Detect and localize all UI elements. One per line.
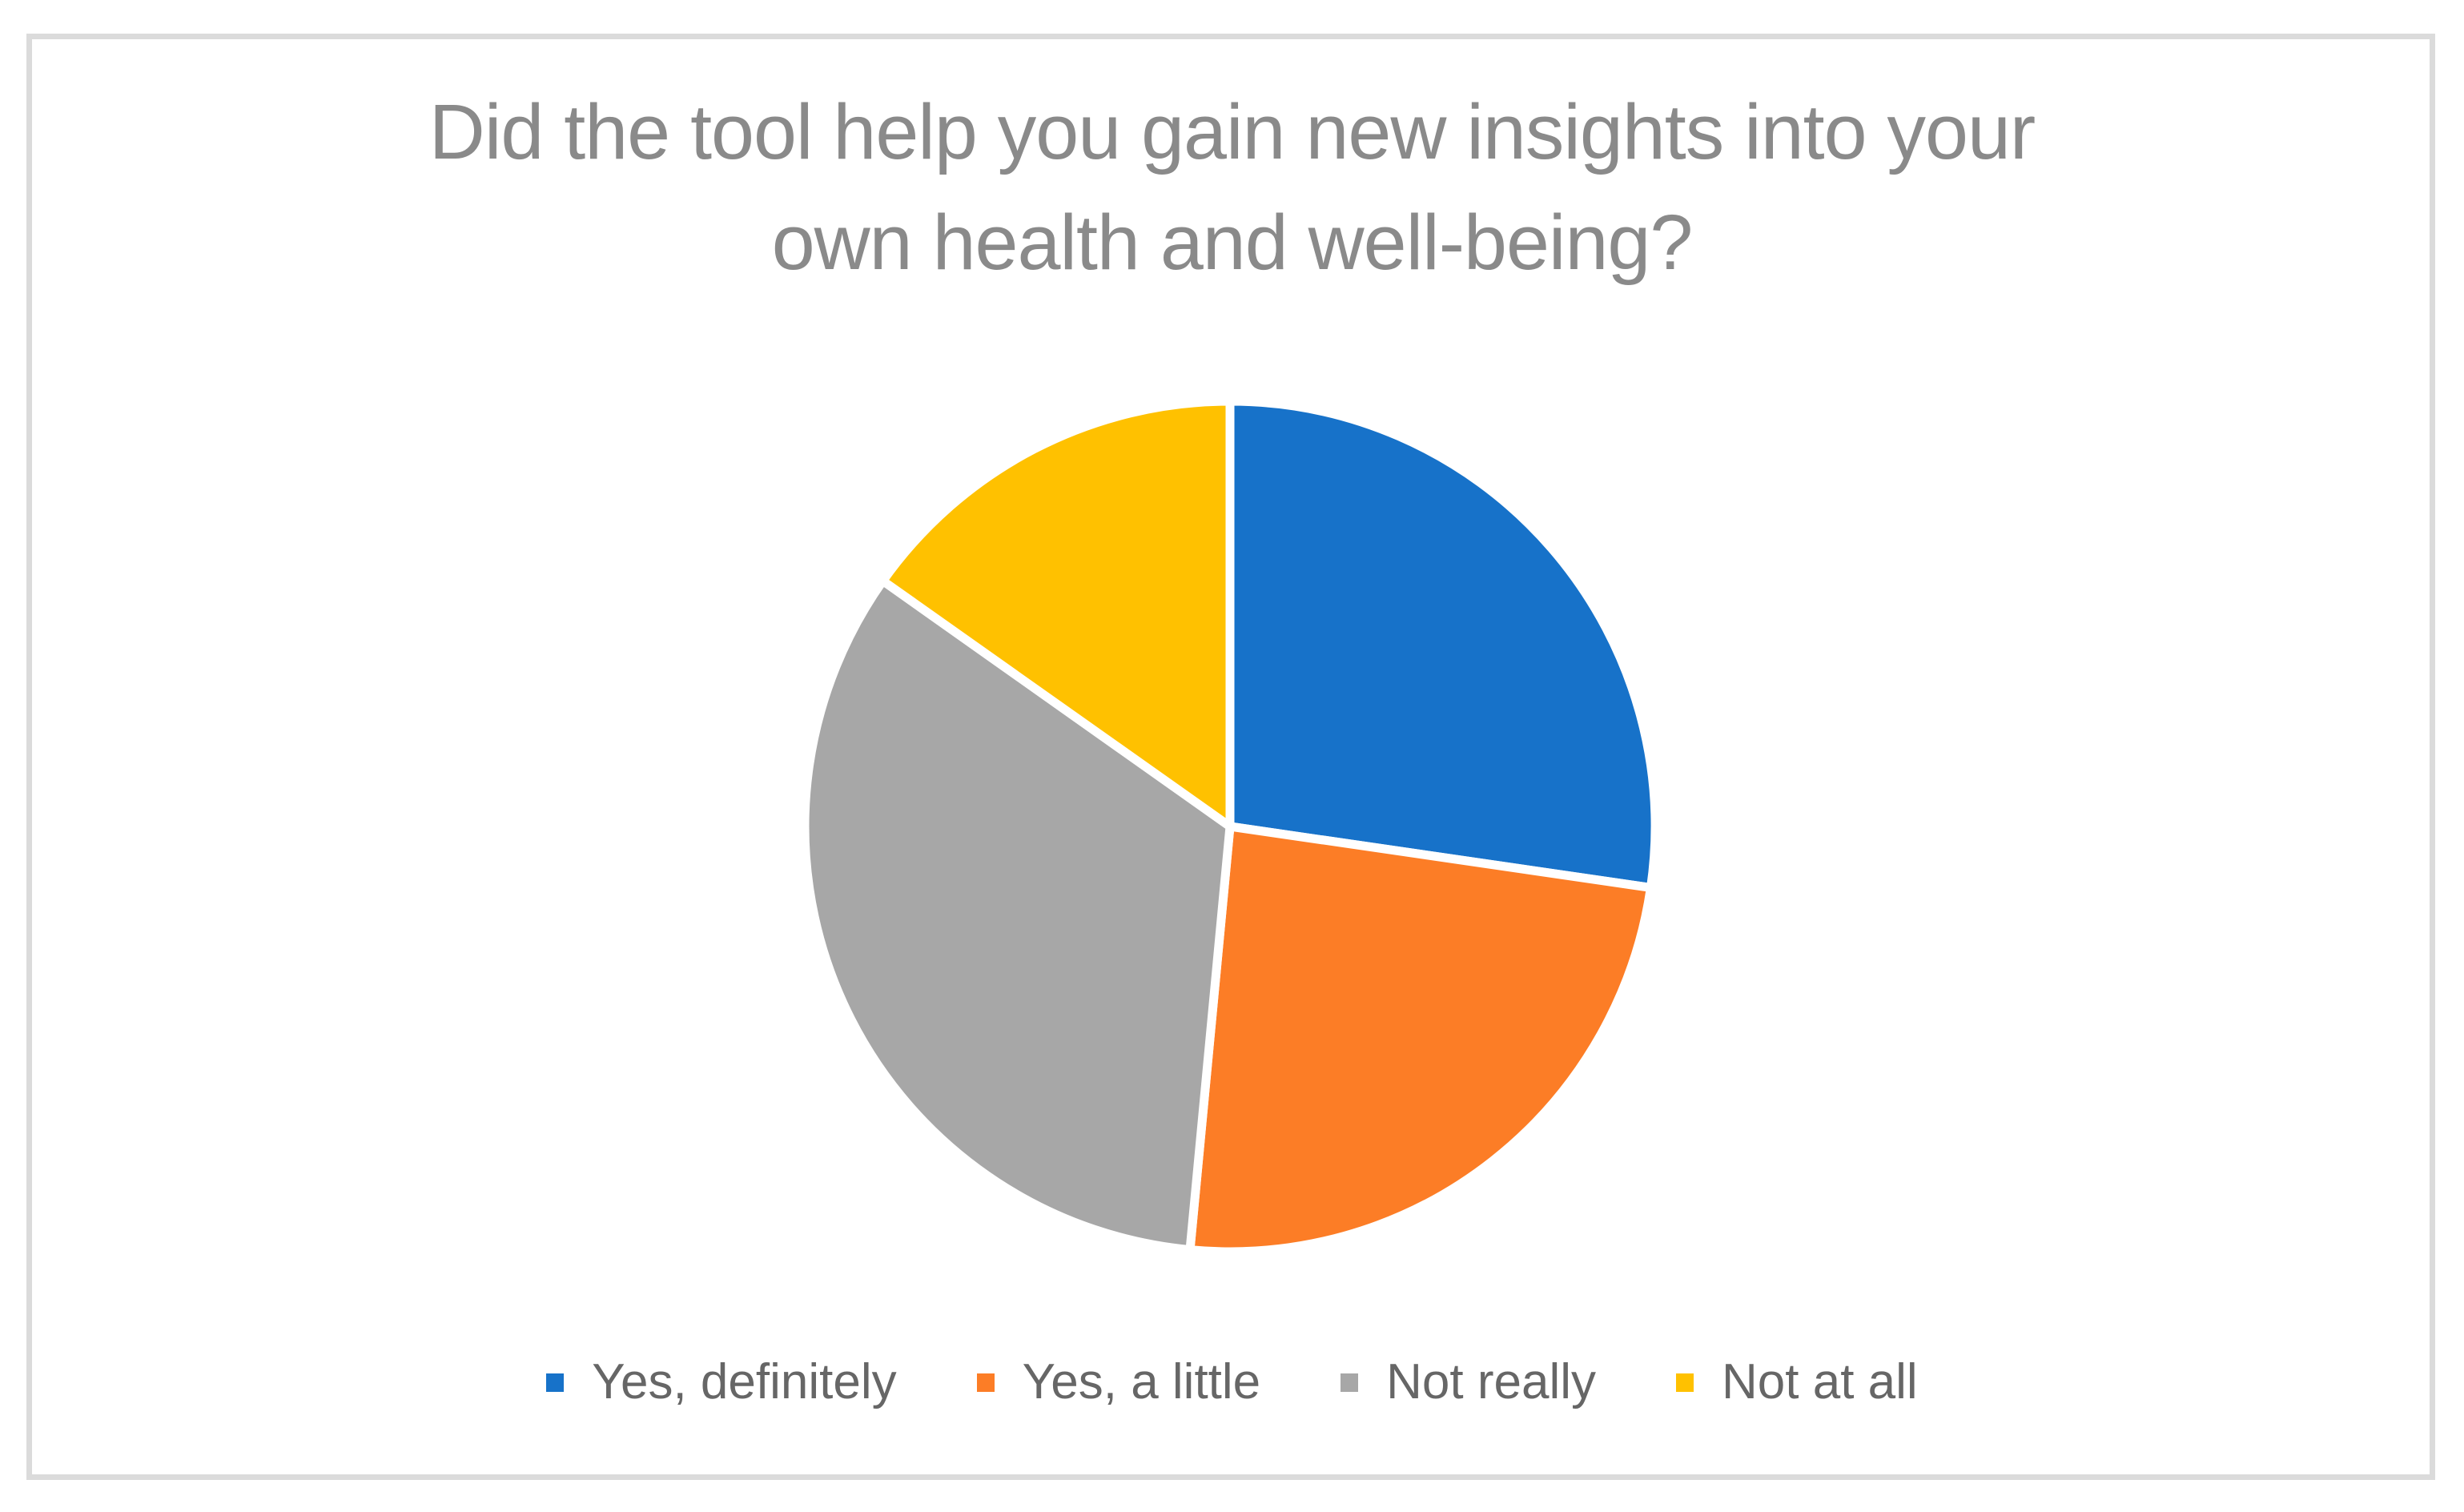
legend-label: Yes, definitely: [592, 1354, 897, 1409]
legend-label: Not at all: [1722, 1354, 1918, 1409]
chart-title: Did the tool help you gain new insights …: [0, 77, 2464, 297]
legend: Yes, definitely Yes, a little Not really…: [0, 1349, 2464, 1416]
legend-marker: [1676, 1373, 1694, 1392]
pie-chart-svg: [800, 396, 1660, 1257]
legend-label: Not really: [1386, 1354, 1597, 1409]
pie-chart: [782, 378, 1678, 1275]
legend-label: Yes, a little: [1022, 1354, 1261, 1409]
legend-item: Not really: [1341, 1357, 1596, 1407]
pie-slice-not-at-all: [878, 396, 1235, 831]
legend-marker: [1341, 1373, 1359, 1392]
legend-marker: [546, 1373, 565, 1392]
pie-slice-yes-definitely: [1225, 396, 1660, 892]
chart-title-line-1: Did the tool help you gain new insights …: [428, 88, 2036, 175]
legend-item: Yes, definitely: [546, 1354, 897, 1409]
pie-slice-yes-a-little: [1185, 822, 1655, 1257]
legend-item: Yes, a little: [976, 1354, 1261, 1409]
legend-marker: [976, 1373, 995, 1392]
pie-slice-not-really: [800, 576, 1235, 1255]
legend-item: Not at all: [1676, 1357, 1918, 1407]
chart-title-line-2: own health and well-being?: [771, 198, 1694, 286]
